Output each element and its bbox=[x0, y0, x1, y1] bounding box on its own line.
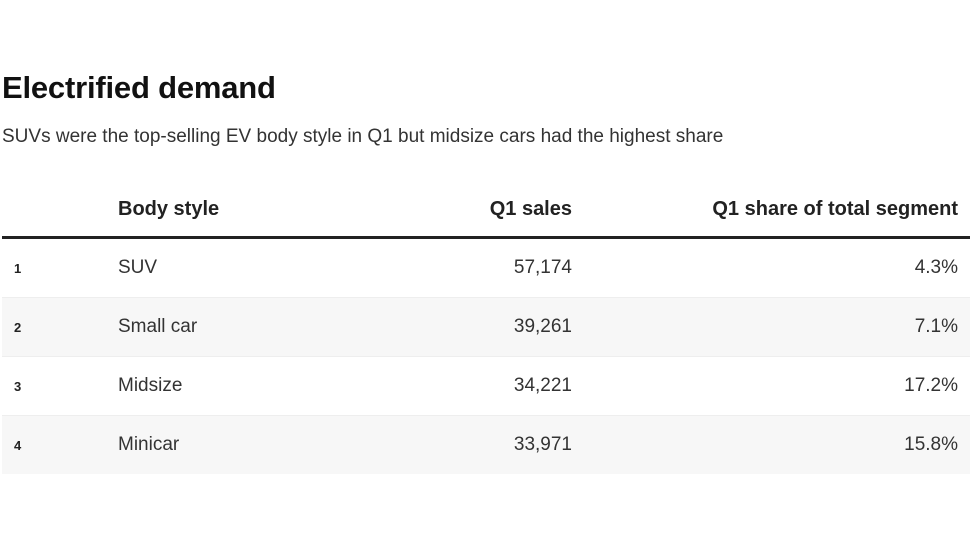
chart-subtitle: SUVs were the top-selling EV body style … bbox=[2, 126, 724, 147]
q1-sales-cell: 33,971 bbox=[418, 415, 572, 474]
q1-share-cell: 15.8% bbox=[572, 415, 970, 474]
header-q1-sales: Q1 sales bbox=[418, 182, 572, 239]
q1-sales-cell: 57,174 bbox=[418, 237, 572, 298]
table-body: 1 SUV 57,174 4.3% 2 Small car 39,261 7.1… bbox=[2, 237, 970, 474]
body-style-cell: Midsize bbox=[118, 356, 418, 416]
rank-cell: 2 bbox=[2, 297, 118, 357]
body-style-cell: SUV bbox=[118, 237, 418, 298]
table-row: 2 Small car 39,261 7.1% bbox=[2, 297, 970, 357]
data-table: Body style Q1 sales Q1 share of total se… bbox=[2, 182, 970, 474]
table-row: 3 Midsize 34,221 17.2% bbox=[2, 356, 970, 416]
chart-title: Electrified demand bbox=[2, 70, 276, 105]
rank-cell: 1 bbox=[2, 237, 118, 298]
rank-cell: 3 bbox=[2, 356, 118, 416]
table-row: 4 Minicar 33,971 15.8% bbox=[2, 415, 970, 474]
q1-share-cell: 7.1% bbox=[572, 297, 970, 357]
header-body-style: Body style bbox=[118, 182, 418, 239]
body-style-cell: Minicar bbox=[118, 415, 418, 474]
table-row: 1 SUV 57,174 4.3% bbox=[2, 237, 970, 298]
table-header: Body style Q1 sales Q1 share of total se… bbox=[2, 182, 970, 239]
header-rank bbox=[2, 182, 118, 239]
body-style-cell: Small car bbox=[118, 297, 418, 357]
header-row: Body style Q1 sales Q1 share of total se… bbox=[2, 182, 970, 239]
q1-sales-cell: 39,261 bbox=[418, 297, 572, 357]
q1-sales-cell: 34,221 bbox=[418, 356, 572, 416]
q1-share-cell: 17.2% bbox=[572, 356, 970, 416]
rank-cell: 4 bbox=[2, 415, 118, 474]
header-q1-share: Q1 share of total segment bbox=[572, 182, 970, 239]
q1-share-cell: 4.3% bbox=[572, 237, 970, 298]
